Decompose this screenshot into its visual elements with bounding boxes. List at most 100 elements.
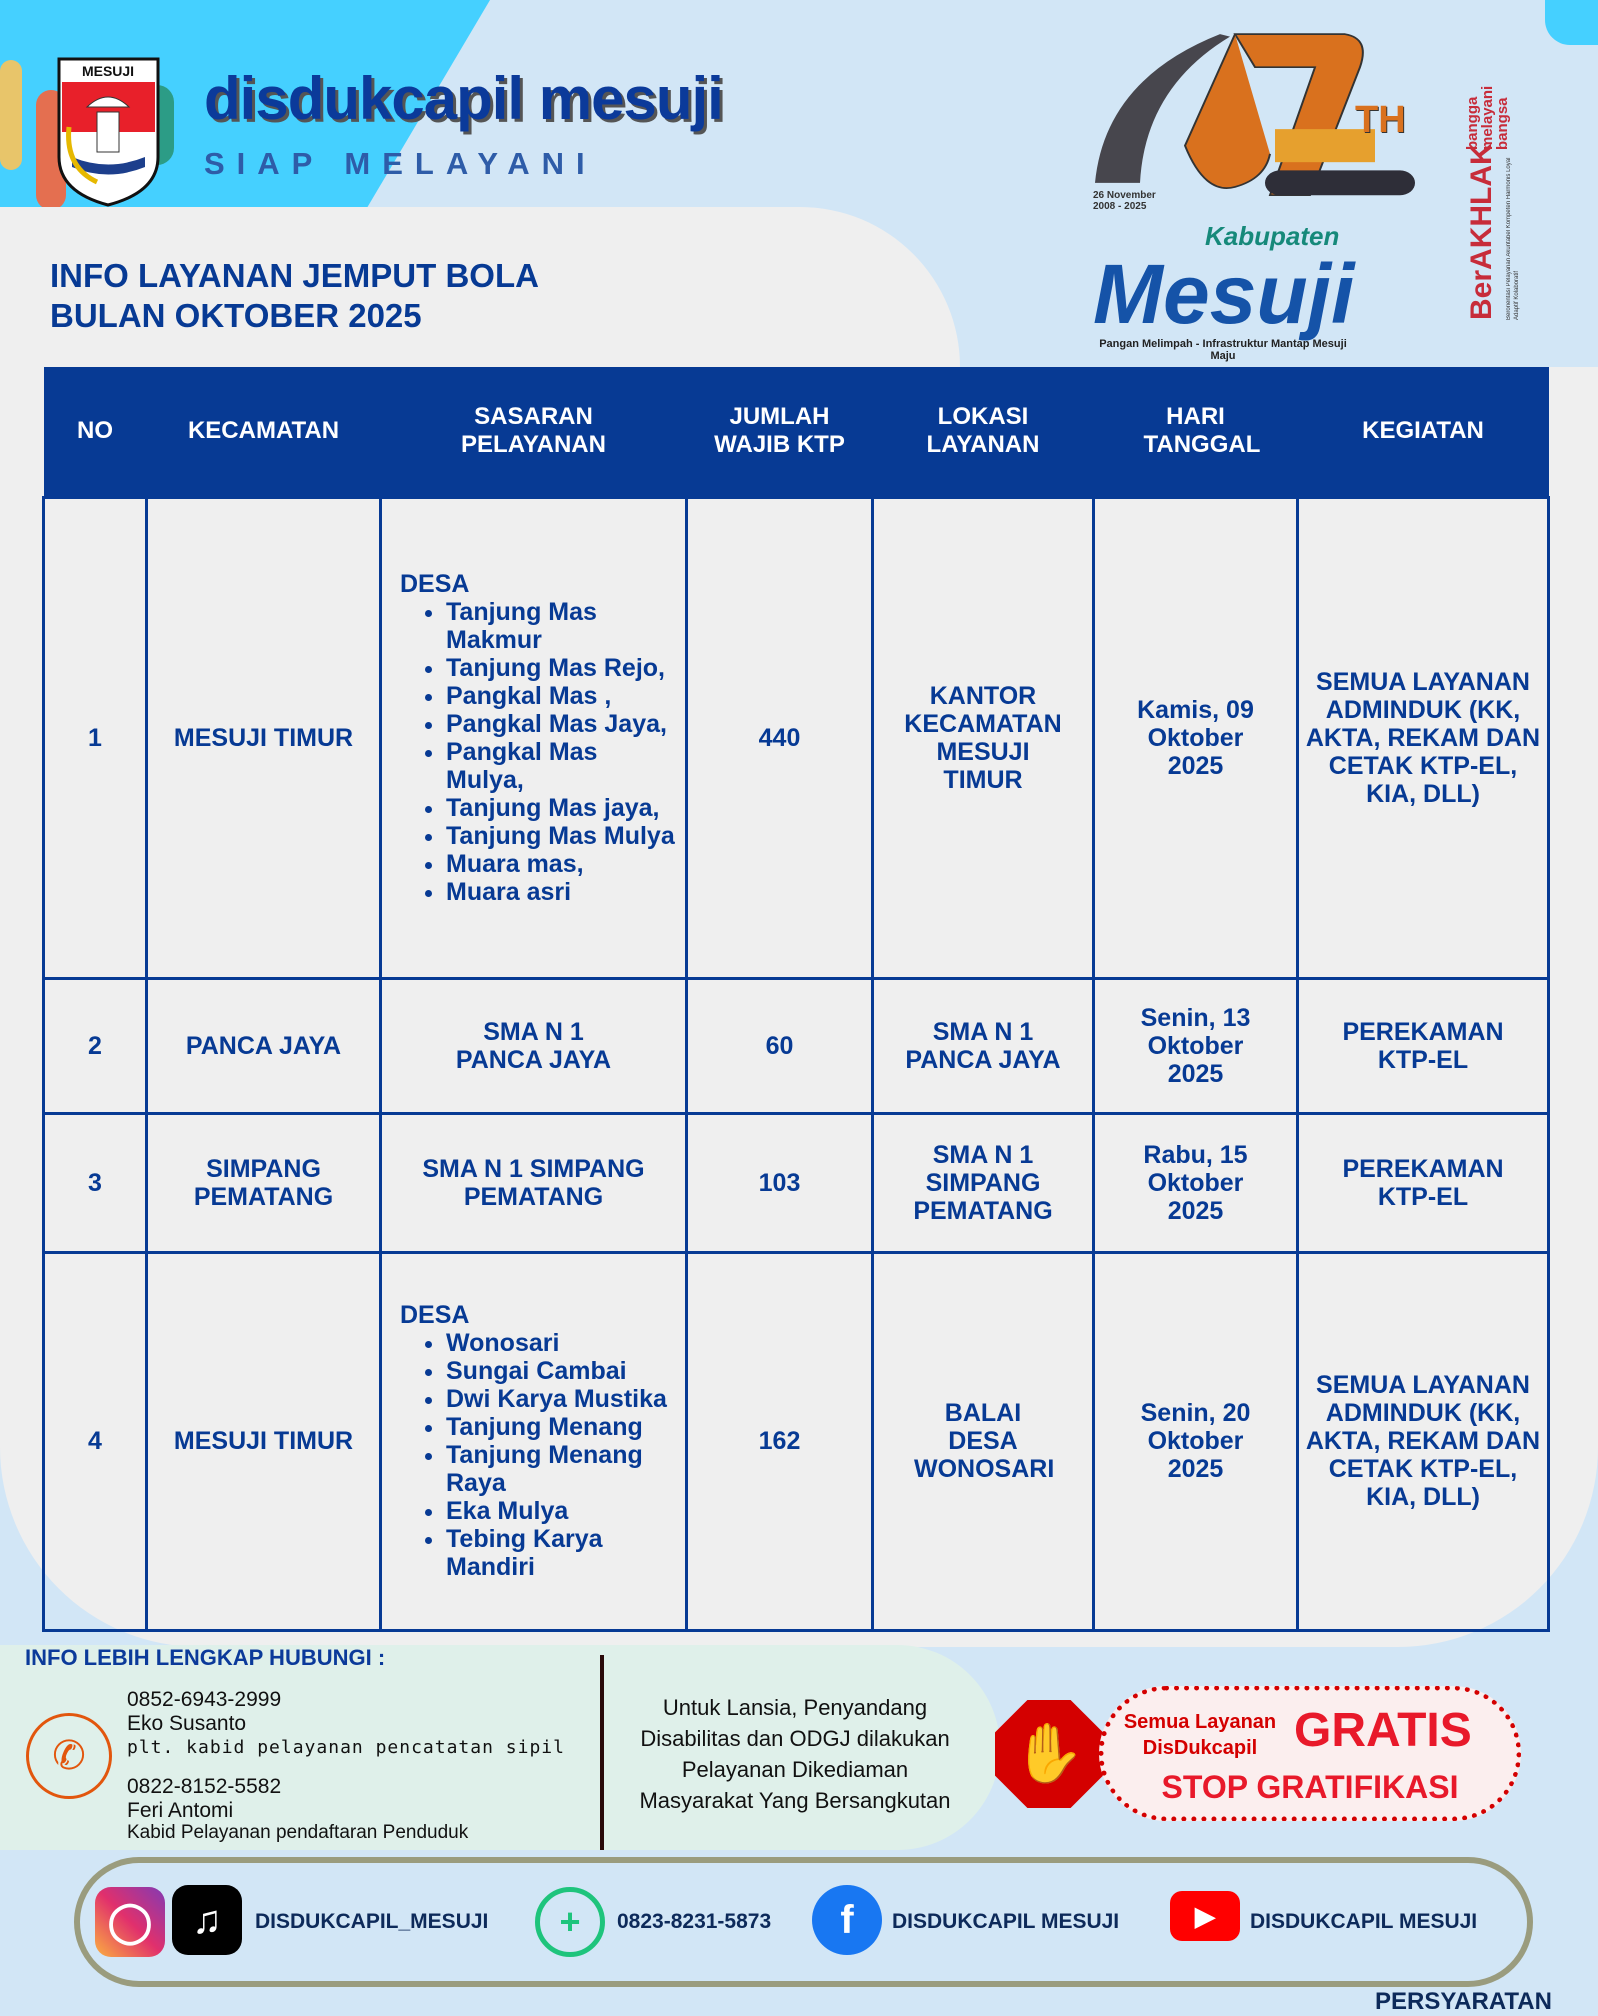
cell-no: 4 (42, 1250, 148, 1632)
contact-heading: INFO LEBIH LENGKAP HUBUNGI : (25, 1645, 386, 1670)
tiktok-icon[interactable]: ♫ (172, 1885, 242, 1955)
divider (600, 1655, 604, 1850)
title-line-2: BULAN OKTOBER 2025 (50, 297, 422, 334)
list-item: Pangkal Mas Mulya, (446, 738, 681, 794)
list-item: Tanjung Menang (446, 1413, 681, 1441)
contact-2: 0822-8152-5582 Feri Antomi Kabid Pelayan… (127, 1775, 468, 1844)
list-item: Dwi Karya Mustika (446, 1385, 681, 1413)
list-item: Pangkal Mas Jaya, (446, 710, 681, 738)
phone-icon: ✆ (26, 1713, 112, 1799)
cell-no: 1 (42, 495, 148, 980)
list-item: Tebing Karya Mandiri (446, 1525, 681, 1581)
cell-kegiatan: SEMUA LAYANAN ADMINDUK (KK, AKTA, REKAM … (1296, 1250, 1550, 1632)
sasaran-label: DESA (400, 1301, 470, 1329)
svg-text:MESUJI: MESUJI (82, 63, 134, 79)
header-lokasi: LOKASI LAYANAN (872, 367, 1094, 497)
cell-tanggal: Kamis, 09 Oktober 2025 (1092, 495, 1299, 980)
cell-lokasi: BALAI DESA WONOSARI (871, 1250, 1095, 1632)
contact-phone[interactable]: 0852-6943-2999 (127, 1688, 282, 1711)
gratis-text: GRATIS (1294, 1704, 1472, 1757)
decor-bar (0, 60, 22, 170)
header-kegiatan: KEGIATAN (1297, 367, 1549, 497)
notice-line: Masyarakat Yang Bersangkutan (639, 1788, 951, 1813)
cell-kecamatan: MESUJI TIMUR (145, 1250, 382, 1632)
list-item: Tanjung Menang Raya (446, 1441, 681, 1497)
schedule-table: NO KECAMATAN SASARAN PELAYANAN JUMLAH WA… (42, 367, 1550, 1632)
cell-kecamatan: PANCA JAYA (145, 976, 382, 1115)
cell-no: 3 (42, 1111, 148, 1254)
youtube-handle[interactable]: DISDUKCAPIL MESUJI (1250, 1910, 1478, 1933)
contact-name: Eko Susanto (127, 1712, 247, 1735)
whatsapp-number[interactable]: 0823-8231-5873 (617, 1910, 772, 1933)
list-item: Tanjung Mas Makmur (446, 598, 681, 654)
table-row: 2 PANCA JAYA SMA N 1 PANCA JAYA 60 SMA N… (42, 976, 1550, 1115)
header-jumlah: JUMLAH WAJIB KTP (686, 367, 873, 497)
cell-jumlah: 440 (685, 495, 874, 980)
anniversary-logo: TH 26 November 2008 - 2025 Kabupaten Mes… (1085, 30, 1445, 365)
cell-tanggal: Senin, 13 Oktober 2025 (1092, 976, 1299, 1115)
header-no: NO (43, 367, 147, 497)
contact-name: Feri Antomi (127, 1799, 234, 1822)
cell-kecamatan: MESUJI TIMUR (145, 495, 382, 980)
page-title: INFO LAYANAN JEMPUT BOLA BULAN OKTOBER 2… (50, 256, 539, 336)
instagram-tiktok-handle[interactable]: DISDUKCAPIL_MESUJI (255, 1910, 489, 1933)
cell-tanggal: Rabu, 15 Oktober 2025 (1092, 1111, 1299, 1254)
cell-lokasi: KANTOR KECAMATAN MESUJI TIMUR (871, 495, 1095, 980)
cell-jumlah: 103 (685, 1111, 874, 1254)
contact-phone[interactable]: 0822-8152-5582 (127, 1775, 282, 1798)
table-row: 1 MESUJI TIMUR DESA Tanjung Mas Makmur T… (42, 495, 1550, 980)
gratis-badge: Semua Layanan DisDukcapil GRATIS STOP GR… (1099, 1686, 1521, 1821)
list-item: Eka Mulya (446, 1497, 681, 1525)
table-row: 4 MESUJI TIMUR DESA Wonosari Sungai Camb… (42, 1250, 1550, 1632)
stop-hand-icon: ✋ (995, 1700, 1103, 1808)
cell-kegiatan: PEREKAMAN KTP-EL (1296, 1111, 1550, 1254)
list-item: Muara mas, (446, 850, 681, 878)
cell-no: 2 (42, 976, 148, 1115)
cell-sasaran: DESA Tanjung Mas Makmur Tanjung Mas Rejo… (379, 495, 688, 980)
contact-panel (0, 1645, 1000, 1850)
notice-line: Pelayanan Dikediaman (681, 1757, 909, 1782)
cell-kegiatan: SEMUA LAYANAN ADMINDUK (KK, AKTA, REKAM … (1296, 495, 1550, 980)
anniversary-date: 26 November 2008 - 2025 (1093, 190, 1156, 212)
elderly-service-notice: Untuk Lansia, Penyandang Disabilitas dan… (610, 1692, 980, 1816)
contact-role: plt. kabid pelayanan pencatatan sipil (127, 1737, 565, 1758)
anniversary-suffix: TH (1355, 99, 1406, 141)
facebook-icon[interactable]: f (812, 1885, 882, 1955)
list-item: Sungai Cambai (446, 1357, 681, 1385)
table-row: 3 SIMPANG PEMATANG SMA N 1 SIMPANG PEMAT… (42, 1111, 1550, 1254)
cell-tanggal: Senin, 20 Oktober 2025 (1092, 1250, 1299, 1632)
list-item: Tanjung Mas jaya, (446, 794, 681, 822)
berakhlak-word: BerAKHLAK (1465, 143, 1498, 320)
notice-line: Disabilitas dan ODGJ dilakukan (640, 1726, 950, 1751)
whatsapp-icon[interactable]: + (535, 1887, 605, 1957)
cell-kecamatan: SIMPANG PEMATANG (145, 1111, 382, 1254)
facebook-handle[interactable]: DISDUKCAPIL MESUJI (892, 1910, 1120, 1933)
sasaran-label: DESA (400, 569, 470, 598)
cell-sasaran: SMA N 1 SIMPANG PEMATANG (379, 1111, 688, 1254)
persyaratan-cutoff: PERSYARATAN (1375, 1988, 1552, 2015)
berakhlak-subtext: Berorientasi Pelayanan Akuntabel Kompete… (1506, 157, 1520, 320)
header-tanggal: HARI TANGGAL (1093, 367, 1298, 497)
berakhlak-hashtag: bangga melayani bangsa (1464, 85, 1511, 150)
cell-sasaran: DESA Wonosari Sungai Cambai Dwi Karya Mu… (379, 1250, 688, 1632)
motto: Pangan Melimpah - Infrastruktur Mantap M… (1099, 338, 1347, 362)
youtube-icon[interactable]: ▶ (1170, 1891, 1240, 1941)
cell-sasaran: SMA N 1 PANCA JAYA (379, 976, 688, 1115)
social-media-bar: ◯ ♫ DISDUKCAPIL_MESUJI + 0823-8231-5873 … (74, 1857, 1533, 1987)
brand-name: disdukcapil mesuji (204, 65, 724, 132)
cell-jumlah: 60 (685, 976, 874, 1115)
list-item: Pangkal Mas , (446, 682, 681, 710)
kabupaten-label: Kabupaten (1205, 221, 1340, 251)
mesuji-crest-logo: MESUJI (57, 57, 160, 207)
cell-jumlah: 162 (685, 1250, 874, 1632)
cell-lokasi: SMA N 1 PANCA JAYA (871, 976, 1095, 1115)
notice-line: Untuk Lansia, Penyandang (662, 1695, 928, 1720)
contact-1: 0852-6943-2999 Eko Susanto plt. kabid pe… (127, 1688, 565, 1760)
list-item: Muara asri (446, 878, 681, 906)
mesuji-wordmark: Mesuji (1093, 247, 1355, 341)
gratis-line-2: DisDukcapil (1142, 1737, 1258, 1759)
list-item: Wonosari (446, 1329, 681, 1357)
gratis-line-1: Semua Layanan (1123, 1711, 1277, 1733)
instagram-icon[interactable]: ◯ (95, 1887, 165, 1957)
table-header-row: NO KECAMATAN SASARAN PELAYANAN JUMLAH WA… (43, 367, 1549, 497)
